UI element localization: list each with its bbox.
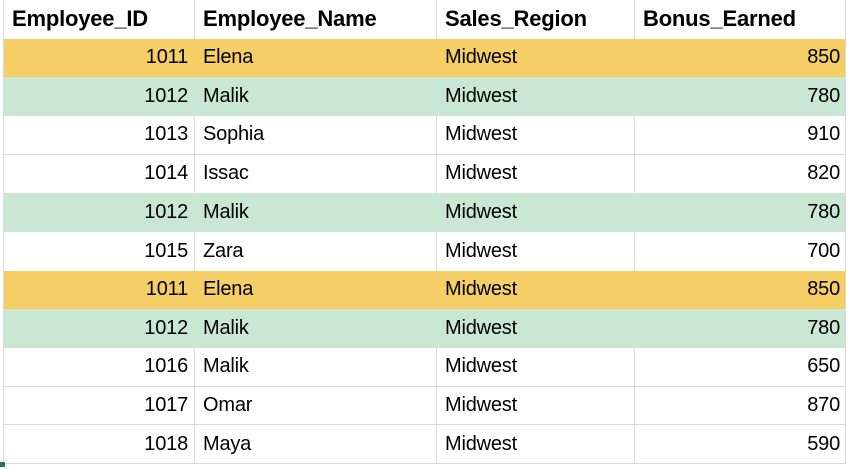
cell-sales_region[interactable]: Midwest — [445, 201, 517, 224]
cell-bonus_earned[interactable]: 590 — [807, 432, 840, 455]
cell-employee_id[interactable]: 1017 — [4, 386, 195, 425]
cell-bonus_earned[interactable]: 850 — [807, 46, 840, 69]
cell-employee_id[interactable]: 1012 — [144, 85, 188, 108]
table-row: 1011 Elena Midwest 850 — [4, 270, 845, 310]
cell-sales_region[interactable]: Midwest — [437, 425, 635, 463]
cell-employee_id[interactable]: 1013 — [4, 115, 195, 154]
fill-handle[interactable] — [0, 462, 5, 467]
left-column-gridline — [3, 0, 4, 464]
table-body: 1011 Elena Midwest 850 1012 Malik Midwest 780 10… — [4, 38, 845, 464]
cell-employee_id[interactable]: 1016 — [4, 347, 195, 386]
cell-bonus_earned[interactable]: 910 — [807, 123, 840, 146]
cell-employee_name[interactable]: Elena — [203, 278, 254, 301]
cell-sales_region[interactable]: Midwest — [445, 278, 517, 301]
table-row: 1018 Maya Midwest 590 — [4, 425, 845, 464]
table-row: 1013 Sophia Midwest 910 — [4, 115, 845, 155]
cell-employee_name[interactable]: Issac — [195, 154, 437, 194]
cell-employee_id[interactable]: 1012 — [144, 317, 188, 340]
cell-employee_name[interactable]: Zara — [195, 231, 437, 271]
table-row: 1014 Issac Midwest 820 — [4, 154, 845, 194]
cell-bonus_earned[interactable]: 780 — [807, 317, 840, 340]
cell-employee_name[interactable]: Omar — [195, 386, 437, 425]
cell-sales_region[interactable]: Midwest — [437, 115, 635, 154]
cell-employee_name[interactable]: Malik — [203, 85, 249, 108]
cell-employee_id[interactable]: 1015 — [4, 231, 195, 271]
table-row: 1017 Omar Midwest 870 — [4, 386, 845, 426]
cell-employee_id[interactable]: 1011 — [145, 278, 188, 301]
cell-sales_region[interactable]: Midwest — [437, 347, 635, 386]
cell-employee_name[interactable]: Malik — [203, 317, 249, 340]
cell-sales_region[interactable]: Midwest — [437, 386, 635, 425]
header-row: Employee_ID Employee_Name Sales_Region Bonu… — [4, 0, 845, 39]
cell-employee_name[interactable]: Sophia — [195, 115, 437, 154]
header-cell-employee_name[interactable]: Employee_Name — [195, 0, 437, 39]
cell-bonus_earned[interactable]: 650 — [807, 355, 840, 378]
cell-sales_region[interactable]: Midwest — [437, 231, 635, 271]
table-row: 1011 Elena Midwest 850 — [4, 38, 845, 78]
cell-sales_region[interactable]: Midwest — [445, 46, 517, 69]
cell-bonus_earned[interactable]: 850 — [807, 278, 840, 301]
cell-bonus_earned[interactable]: 780 — [807, 85, 840, 108]
table-row: 1015 Zara Midwest 700 — [4, 231, 845, 271]
table-row: 1016 Malik Midwest 650 — [4, 347, 845, 387]
cell-employee_name[interactable]: Malik — [195, 347, 437, 386]
cell-sales_region[interactable]: Midwest — [445, 317, 517, 340]
cell-sales_region[interactable]: Midwest — [437, 154, 635, 194]
cell-employee_id[interactable]: 1018 — [4, 425, 195, 463]
cell-bonus_earned[interactable]: 700 — [807, 239, 840, 262]
cell-employee_name[interactable]: Elena — [203, 46, 254, 69]
table-row: 1012 Malik Midwest 780 — [4, 193, 845, 232]
right-column-gridline — [845, 0, 846, 464]
cell-bonus_earned[interactable]: 820 — [807, 162, 840, 185]
cell-employee_name[interactable]: Maya — [195, 425, 437, 463]
header-cell-employee_id[interactable]: Employee_ID — [4, 0, 195, 39]
cell-sales_region[interactable]: Midwest — [445, 85, 517, 108]
cell-bonus_earned[interactable]: 870 — [807, 393, 840, 416]
table-row: 1012 Malik Midwest 780 — [4, 309, 845, 348]
cell-bonus_earned[interactable]: 780 — [807, 201, 840, 224]
header-cell-bonus_earned[interactable]: Bonus_Earned — [643, 6, 796, 32]
data-table: Employee_ID Employee_Name Sales_Region Bonu… — [4, 0, 845, 464]
cell-employee_id[interactable]: 1014 — [4, 154, 195, 194]
cell-employee_name[interactable]: Malik — [203, 201, 249, 224]
cell-employee_id[interactable]: 1011 — [145, 46, 188, 69]
table-row: 1012 Malik Midwest 780 — [4, 77, 845, 116]
cell-employee_id[interactable]: 1012 — [144, 201, 188, 224]
header-cell-sales_region[interactable]: Sales_Region — [437, 0, 635, 39]
